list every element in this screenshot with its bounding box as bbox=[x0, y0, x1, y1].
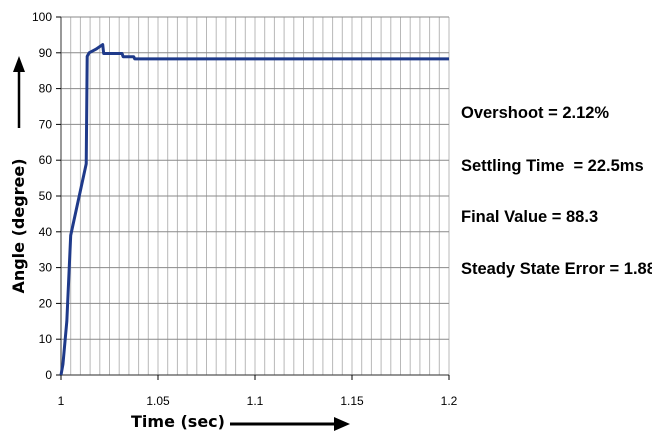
x-axis-arrowhead bbox=[334, 417, 350, 431]
y-tick-label: 100 bbox=[32, 10, 52, 24]
y-axis-label: Angle (degree) bbox=[9, 158, 28, 293]
y-tick-label: 40 bbox=[39, 225, 53, 239]
y-tick-label: 50 bbox=[39, 189, 53, 203]
y-tick-label: 90 bbox=[39, 46, 53, 60]
y-tick-label: 10 bbox=[39, 332, 53, 346]
x-axis-ticks: 1 1.05 1.1 1.15 1.2 bbox=[58, 375, 458, 408]
x-axis-label: Time (sec) bbox=[131, 412, 225, 431]
x-tick-label: 1.15 bbox=[340, 394, 364, 408]
y-tick-label: 70 bbox=[39, 117, 53, 131]
annotation-steady-state-error: Steady State Error = 1.88% bbox=[461, 260, 652, 278]
y-tick-label: 80 bbox=[39, 82, 53, 96]
annotation-overshoot: Overshoot = 2.12% bbox=[461, 104, 610, 122]
y-tick-label: 0 bbox=[45, 368, 52, 382]
annotation-settling-time: Settling Time = 22.5ms bbox=[461, 157, 644, 175]
y-axis-ticks: 0 10 20 30 40 50 60 70 80 90 100 bbox=[32, 10, 61, 382]
series-line bbox=[59, 43, 449, 376]
y-tick-label: 20 bbox=[39, 296, 53, 310]
y-tick-label: 30 bbox=[39, 261, 53, 275]
x-tick-label: 1.05 bbox=[146, 394, 170, 408]
y-tick-label: 60 bbox=[39, 153, 53, 167]
annotation-final-value: Final Value = 88.3 bbox=[461, 208, 599, 226]
x-tick-label: 1.2 bbox=[441, 394, 458, 408]
grid bbox=[60, 16, 450, 376]
x-tick-label: 1.1 bbox=[247, 394, 264, 408]
y-axis-arrowhead bbox=[13, 56, 25, 72]
x-tick-label: 1 bbox=[58, 394, 65, 408]
